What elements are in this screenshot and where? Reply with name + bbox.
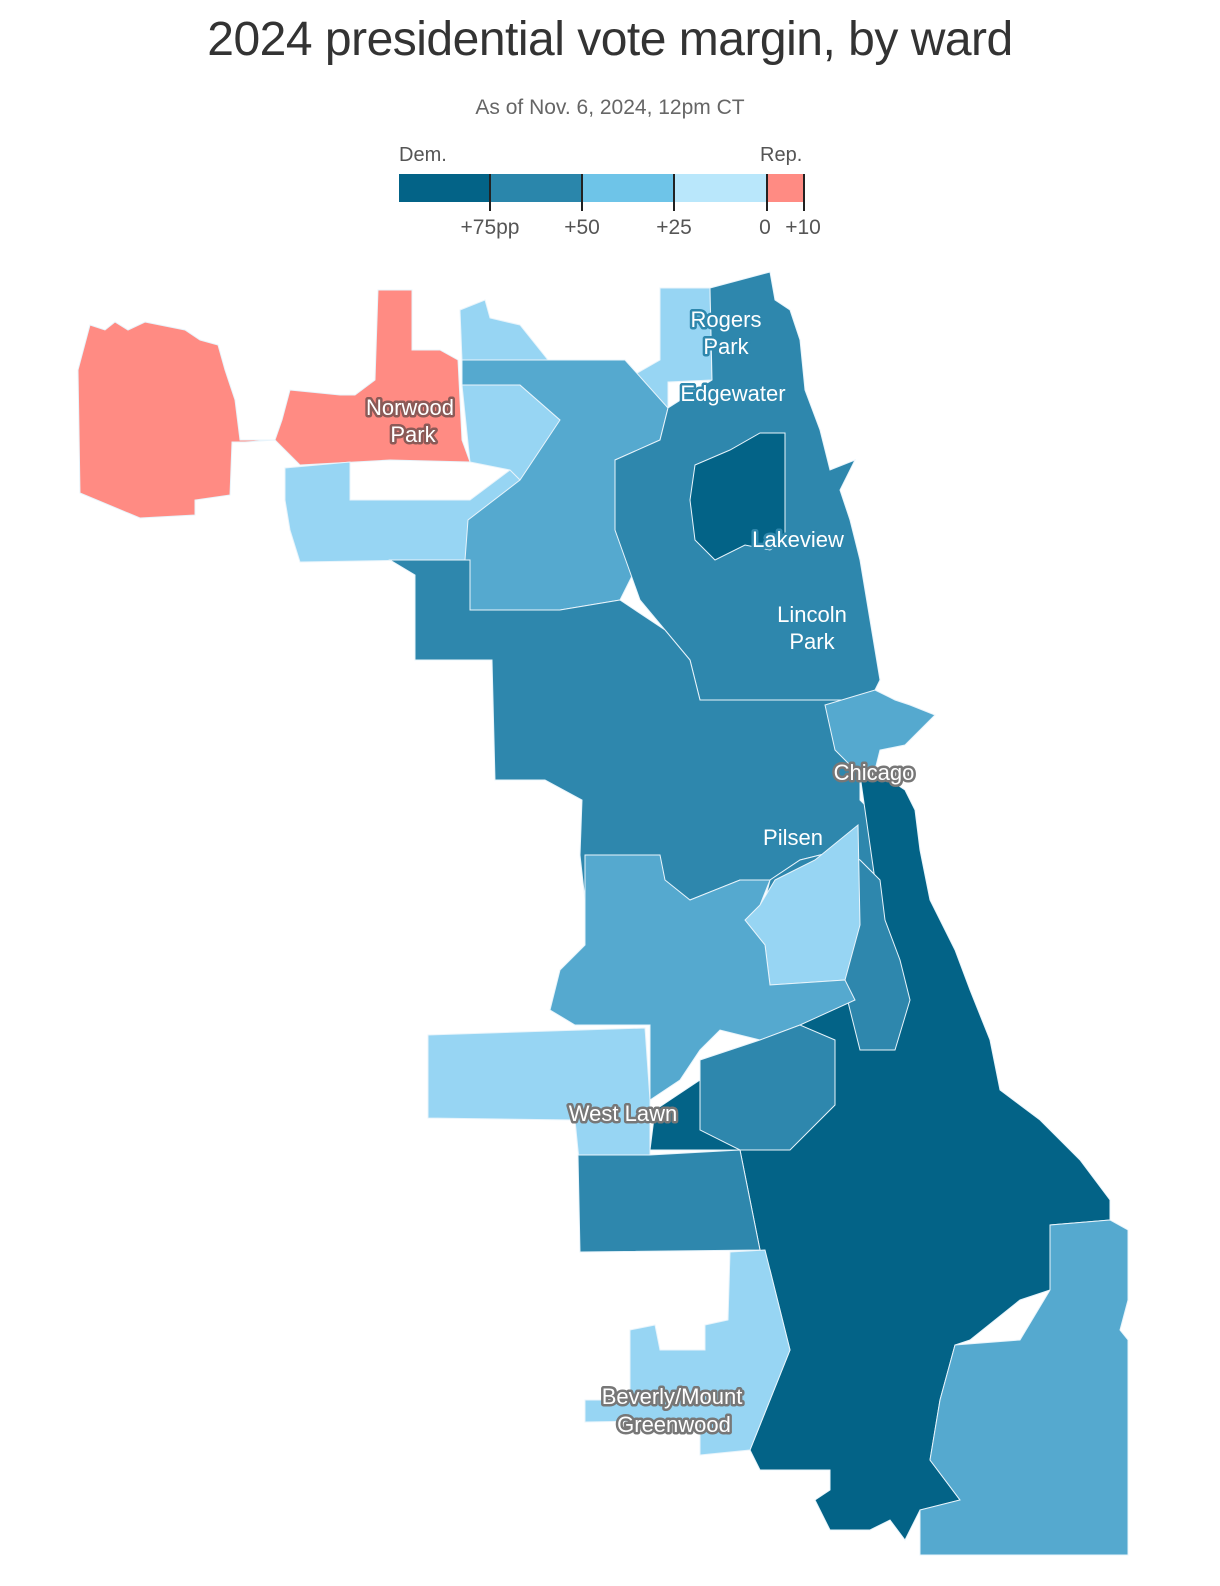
legend-tick-label: +10: [785, 216, 821, 239]
ward-region-loop[interactable]: [824, 689, 936, 776]
ward-region-southeast[interactable]: [919, 1219, 1129, 1556]
legend-bin-dem-50: [490, 174, 582, 202]
label-rogers-park-2: Park: [703, 334, 749, 359]
label-chicago: Chicago: [834, 760, 915, 785]
legend-tick-label: +25: [656, 216, 692, 239]
legend-tick-label: +50: [564, 216, 600, 239]
ward-region-ohare[interactable]: [77, 289, 471, 519]
label-beverly-2: Greenwood: [617, 1412, 731, 1437]
legend-rep-label: Rep.: [760, 144, 803, 166]
label-west-lawn: West Lawn: [569, 1101, 677, 1126]
label-pilsen: Pilsen: [763, 825, 823, 850]
color-legend: Dem. Rep. +75pp +50 +25 0 +10: [399, 140, 821, 250]
label-edgewater: Edgewater: [680, 381, 785, 406]
legend-tick: [673, 174, 675, 211]
label-beverly: Beverly/Mount: [602, 1384, 743, 1409]
chart-title: 2024 presidential vote margin, by ward: [207, 13, 1013, 66]
label-lincoln-park-2: Park: [789, 629, 835, 654]
label-lakeview: Lakeview: [752, 527, 844, 552]
ward-region-south-lakefront[interactable]: [649, 774, 1111, 1541]
legend-dem-label: Dem.: [399, 144, 447, 166]
label-rogers-park: Rogers: [691, 307, 762, 332]
place-labels: Rogers Park Edgewater Norwood Park Lakev…: [363, 305, 916, 1440]
legend-bin-dem-25: [582, 174, 674, 202]
ward-region-southwest[interactable]: [549, 854, 856, 1101]
ward-region-lakeview-west[interactable]: [689, 432, 786, 561]
legend-bin-dem-75: [399, 174, 490, 202]
legend-tick: [766, 174, 768, 211]
chart-subtitle: As of Nov. 6, 2024, 12pm CT: [475, 96, 745, 119]
label-lincoln-park: Lincoln: [777, 602, 847, 627]
label-norwood-park-2: Park: [390, 422, 436, 447]
legend-tick: [803, 174, 805, 211]
legend-tick: [489, 174, 491, 211]
ward-region-chicago-lawn[interactable]: [699, 1024, 836, 1151]
legend-tick: [581, 174, 583, 211]
ward-region-northwest-2[interactable]: [459, 299, 550, 361]
ward-region-beverly[interactable]: [584, 1249, 791, 1456]
legend-tick-label: 0: [759, 216, 771, 239]
legend-bin-dem-0: [674, 174, 767, 202]
legend-bin-rep-10: [767, 174, 804, 202]
ward-region-ashburn[interactable]: [577, 1149, 761, 1253]
label-norwood-park: Norwood: [366, 395, 454, 420]
legend-tick-label: +75pp: [460, 216, 520, 239]
